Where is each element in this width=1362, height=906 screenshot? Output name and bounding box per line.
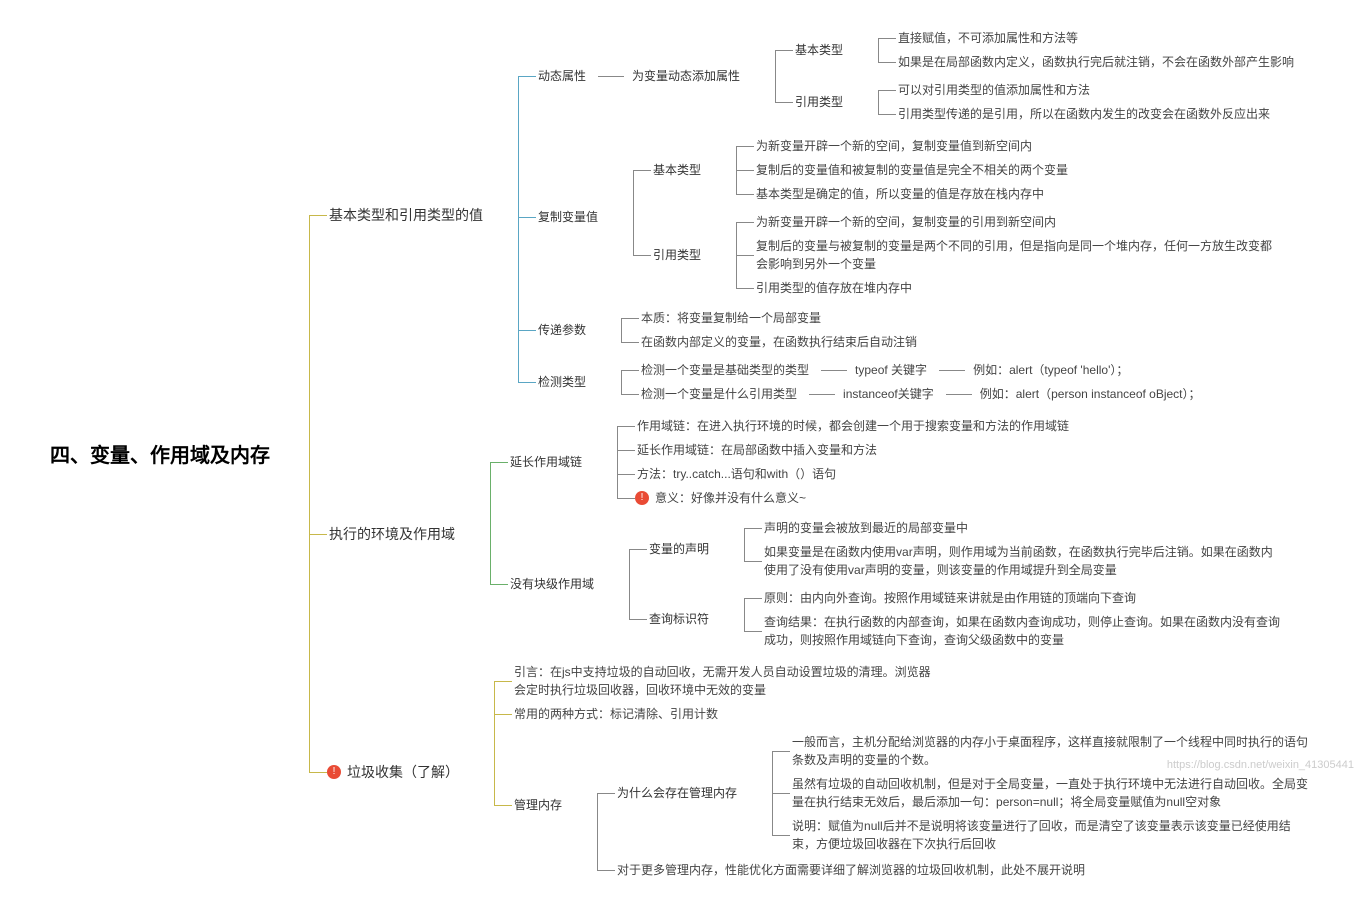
leaf: 引言：在js中支持垃圾的自动回收，无需开发人员自动设置垃圾的清理。浏览器会定时执…	[512, 662, 940, 700]
leaf: instanceof关键字	[841, 384, 940, 404]
node-dynamic-attr: 动态属性	[536, 66, 592, 86]
node-mem: 管理内存	[512, 795, 568, 815]
node-query-id: 查询标识符	[647, 609, 715, 629]
node-extend-chain: 延长作用域链	[508, 452, 588, 472]
level1-branch: 基本类型和引用类型的值 动态属性 为变量动态添加属性 基本类型 直接赋值，不可添…	[280, 20, 1318, 886]
branch-basic-types: 基本类型和引用类型的值	[327, 204, 489, 227]
leaf: 作用域链：在进入执行环境的时候，都会创建一个用于搜索变量和方法的作用域链	[635, 416, 1075, 436]
node-mem-why: 为什么会存在管理内存	[615, 783, 743, 803]
leaf: 在函数内部定义的变量，在函数执行结束后自动注销	[639, 332, 923, 352]
leaf: 虽然有垃圾的自动回收机制，但是对于全局变量，一直处于执行环境中无法进行自动回收。…	[790, 774, 1318, 812]
leaf: 例如：alert（typeof 'hello'）；	[971, 360, 1134, 380]
connector-dash	[809, 394, 835, 395]
connector-dash	[598, 76, 624, 77]
leaf: 为新变量开辟一个新的空间，复制变量的引用到新空间内	[754, 212, 1062, 232]
leaf: 本质：将变量复制给一个局部变量	[639, 308, 827, 328]
leaf: 引用类型传递的是引用，所以在函数内发生的改变会在函数外反应出来	[896, 104, 1276, 124]
leaf: 基本类型是确定的值，所以变量的值是存放在栈内存中	[754, 184, 1050, 204]
node-var-decl: 变量的声明	[647, 539, 715, 559]
leaf: 查询结果：在执行函数的内部查询，如果在函数内查询成功，则停止查询。如果在函数内没…	[762, 612, 1290, 650]
leaf: 引用类型的值存放在堆内存中	[754, 278, 918, 298]
leaf: 方法：try..catch...语句和with（）语句	[635, 464, 842, 484]
node-copy: 复制变量值	[536, 207, 604, 227]
mindmap-root-row: 四、变量、作用域及内存 基本类型和引用类型的值 动态属性 为变量动态添加属性 基…	[50, 20, 1342, 886]
leaf: 检测一个变量是基础类型的类型	[639, 360, 815, 380]
node-copy-basic: 基本类型	[651, 160, 707, 180]
branch-exec-scope: 执行的环境及作用域	[327, 523, 461, 546]
root-title: 四、变量、作用域及内存	[50, 439, 280, 468]
leaf: 为新变量开辟一个新的空间，复制变量值到新空间内	[754, 136, 1038, 156]
leaf: 复制后的变量值和被复制的变量值是完全不相关的两个变量	[754, 160, 1074, 180]
leaf: 如果变量是在函数内使用var声明，则作用域为当前函数，在函数执行完毕后注销。如果…	[762, 542, 1290, 580]
node-dyn-ref: 引用类型	[793, 92, 849, 112]
leaf: 例如：alert（person instanceof oBject）；	[978, 384, 1207, 404]
leaf: 检测一个变量是什么引用类型	[639, 384, 803, 404]
leaf: 直接赋值，不可添加属性和方法等	[896, 28, 1084, 48]
leaf: 延长作用域链：在局部函数中插入变量和方法	[635, 440, 883, 460]
node-no-block-scope: 没有块级作用域	[508, 574, 600, 594]
connector-dash	[939, 370, 965, 371]
branch-gc: 垃圾收集（了解）	[345, 761, 465, 784]
connector-dash	[946, 394, 972, 395]
leaf: 意义：好像并没有什么意义~	[653, 488, 812, 508]
node-detect: 检测类型	[536, 372, 592, 392]
leaf: 声明的变量会被放到最近的局部变量中	[762, 518, 974, 538]
leaf: 说明：赋值为null后并不是说明将该变量进行了回收，而是清空了该变量表示该变量已…	[790, 816, 1318, 854]
watermark: https://blog.csdn.net/weixin_41305441	[1167, 759, 1354, 771]
node-pass: 传递参数	[536, 320, 592, 340]
node-dynamic-desc: 为变量动态添加属性	[630, 66, 746, 86]
leaf: 常用的两种方式：标记清除、引用计数	[512, 704, 724, 724]
leaf: 可以对引用类型的值添加属性和方法	[896, 80, 1096, 100]
leaf: 对于更多管理内存，性能优化方面需要详细了解浏览器的垃圾回收机制，此处不展开说明	[615, 860, 1091, 880]
leaf: typeof 关键字	[853, 360, 933, 380]
node-copy-ref: 引用类型	[651, 245, 707, 265]
warn-icon: !	[635, 491, 649, 505]
warn-icon: !	[327, 765, 341, 779]
connector-dash	[821, 370, 847, 371]
node-dyn-basic: 基本类型	[793, 40, 849, 60]
leaf: 复制后的变量与被复制的变量是两个不同的引用，但是指向是同一个堆内存，任何一方放生…	[754, 236, 1282, 274]
leaf: 如果是在局部函数内定义，函数执行完后就注销，不会在函数外部产生影响	[896, 52, 1300, 72]
leaf: 原则：由内向外查询。按照作用域链来讲就是由作用链的顶端向下查询	[762, 588, 1142, 608]
